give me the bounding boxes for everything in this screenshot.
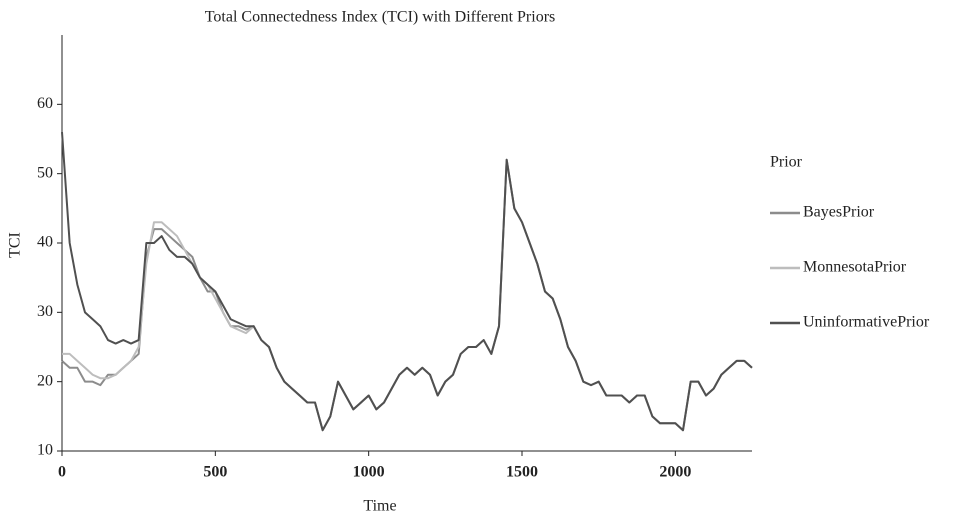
legend-label: UninformativePrior [803,314,930,331]
y-tick-label: 40 [37,234,53,251]
series-line [61,132,753,432]
series-line [62,158,753,432]
y-tick-label: 20 [37,372,53,389]
legend-label: BayesPrior [803,204,875,221]
y-tick-label: 60 [37,95,53,112]
x-tick-label: 2000 [659,464,691,481]
x-tick-label: 0 [58,464,66,481]
x-axis-label: Time [363,498,396,515]
chart-title: Total Connectedness Index (TCI) with Dif… [205,9,556,26]
y-axis-label: TCI [7,232,24,258]
y-tick-label: 30 [37,303,53,320]
x-tick-label: 1500 [506,464,538,481]
legend-title: Prior [770,154,803,171]
y-tick-label: 50 [37,164,53,181]
series-line [61,158,753,432]
legend-label: MonnesotaPrior [803,259,907,276]
x-tick-label: 1000 [353,464,385,481]
x-tick-label: 500 [203,464,227,481]
y-tick-label: 10 [37,442,53,459]
